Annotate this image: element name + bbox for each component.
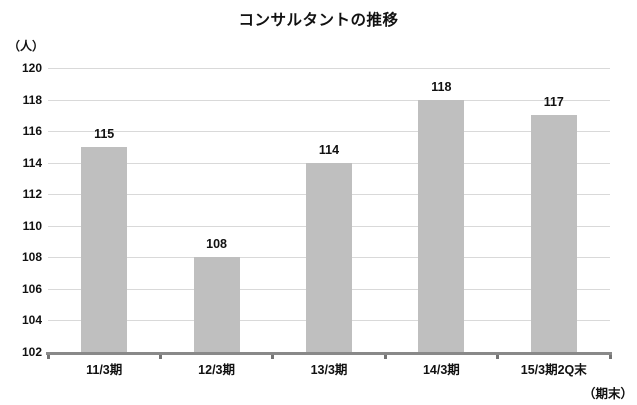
bar-value-label: 114 xyxy=(318,142,340,157)
x-axis-tick xyxy=(46,355,50,359)
x-tick-label: 14/3期 xyxy=(422,363,460,377)
bar xyxy=(81,146,128,352)
x-axis-tick xyxy=(608,355,612,359)
gridline xyxy=(48,68,610,69)
y-axis-unit-label: （人） xyxy=(8,39,45,53)
bar-value-label: 108 xyxy=(206,237,228,252)
bar-value-label: 115 xyxy=(94,126,115,141)
y-tick-label: 116 xyxy=(22,124,42,139)
y-tick-label: 104 xyxy=(21,313,42,328)
gridline xyxy=(48,99,610,101)
y-tick-label: 114 xyxy=(22,155,42,170)
x-axis-tick xyxy=(271,355,275,359)
bar xyxy=(193,257,240,352)
gridline xyxy=(48,131,610,133)
x-axis-tick xyxy=(496,355,500,359)
x-tick-label: 15/3期2Q末 xyxy=(520,363,587,377)
y-tick-label: 120 xyxy=(21,61,42,75)
x-tick-label: 11/3期 xyxy=(86,363,123,377)
x-axis-line xyxy=(46,352,612,355)
y-tick-label: 118 xyxy=(22,92,42,107)
chart-title: コンサルタントの推移 xyxy=(238,12,399,29)
y-tick-label: 106 xyxy=(21,281,42,296)
bar xyxy=(418,99,465,352)
x-tick-label: 12/3期 xyxy=(198,363,236,377)
y-tick-label: 110 xyxy=(22,218,42,233)
y-tick-label: 102 xyxy=(21,345,42,359)
x-axis-tick xyxy=(158,355,162,359)
x-tick-label: 13/3期 xyxy=(310,363,348,377)
x-axis-tick xyxy=(383,355,387,359)
bar xyxy=(530,115,577,352)
y-tick-label: 112 xyxy=(22,187,42,202)
bar xyxy=(306,162,352,352)
x-axis-note: （期末） xyxy=(582,387,633,401)
y-tick-label: 108 xyxy=(21,250,42,265)
bar-value-label: 118 xyxy=(431,79,452,94)
bar-value-label: 117 xyxy=(543,95,564,110)
